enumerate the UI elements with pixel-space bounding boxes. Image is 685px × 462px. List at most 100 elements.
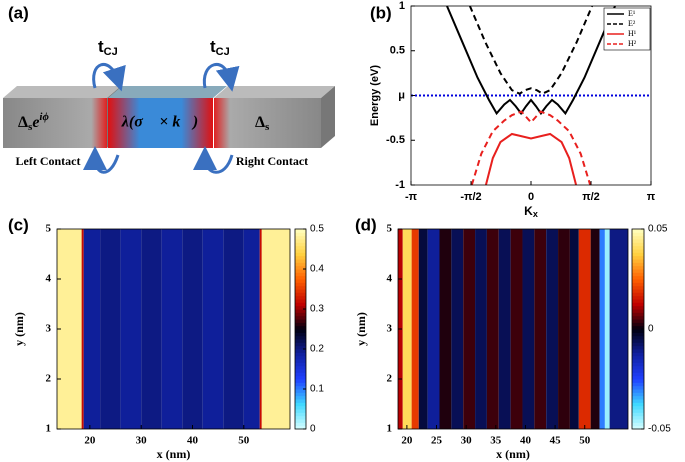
heat-cell [578, 229, 591, 429]
colorbar-tick-label: 0 [648, 324, 654, 335]
x-tick-label: -π [405, 191, 418, 203]
heat-cell [590, 229, 600, 429]
series-line [484, 132, 578, 185]
x-axis-label: x (nm) [157, 447, 191, 461]
y-tick-label: μ [398, 89, 405, 101]
box-top [108, 86, 227, 98]
arrow [92, 63, 126, 92]
colorbar-segment [632, 292, 644, 297]
x-tick-label: 30 [461, 435, 473, 447]
heat-cell [120, 229, 142, 429]
x-tick-label: 50 [238, 435, 250, 447]
heat-cell [534, 229, 547, 429]
colorbar-segment [632, 269, 644, 273]
colorbar-segment [632, 342, 644, 347]
colorbar-segment [295, 322, 306, 327]
colorbar-segment [632, 282, 644, 287]
colorbar-segment [295, 232, 306, 237]
colorbar-segment [632, 275, 644, 280]
colorbar-segment [295, 422, 306, 427]
colorbar-segment [632, 409, 644, 413]
colorbar-segment [632, 325, 644, 330]
x-tick-label: 25 [431, 435, 443, 447]
caption: Left Contact [16, 154, 81, 168]
x-tick-label: π/2 [582, 191, 600, 203]
colorbar-tick-label: 0 [310, 424, 316, 435]
y-tick-label: 1 [387, 423, 393, 435]
colorbar-segment [295, 382, 306, 387]
base: t [98, 37, 104, 56]
heat-cell [100, 229, 121, 429]
heat-cell [475, 229, 487, 429]
x-axis-label: Kx [524, 204, 538, 219]
colorbar-segment [295, 355, 306, 360]
box-top [3, 86, 121, 98]
colorbar-segment [632, 369, 644, 373]
legend-label: E¹ [628, 9, 636, 18]
colorbar-segment [632, 235, 644, 240]
colorbar-segment [295, 325, 306, 330]
y-tick-label: 2 [387, 373, 393, 385]
y-axis-label: y (nm) [354, 312, 368, 346]
mid: e [32, 114, 39, 131]
colorbar-segment [632, 355, 644, 360]
colorbar-segment [295, 392, 306, 397]
colorbar-segment [632, 395, 644, 400]
colorbar-segment [295, 305, 306, 310]
heat-cell [599, 229, 605, 429]
colorbar-segment [632, 345, 644, 350]
series-line [468, 6, 594, 95]
colorbar-frame [294, 228, 307, 430]
colorbar-segment [632, 312, 644, 317]
legend-label: H² [628, 39, 637, 48]
colorbar-segment [632, 365, 644, 370]
sup: iϕ [39, 111, 49, 123]
y-tick-label: 2 [46, 373, 52, 385]
colorbar-segment [632, 259, 644, 263]
colorbar-segment [632, 375, 644, 380]
colorbar-segment [632, 255, 644, 260]
colorbar-segment [632, 319, 644, 323]
x-tick-label: 45 [550, 435, 562, 447]
colorbar-segment [632, 232, 644, 237]
heat-cell [463, 229, 476, 429]
colorbar-segment [295, 309, 306, 313]
colorbar-segment [632, 262, 644, 267]
colorbar-segment [632, 295, 644, 300]
middle-symbol: λ(σ⃗ × k⃗) [121, 114, 198, 131]
colorbar-segment [632, 425, 644, 430]
arrow [83, 146, 120, 174]
y-tick-label: 4 [387, 273, 393, 285]
colorbar-segment [632, 362, 644, 367]
legend-label: H¹ [628, 29, 637, 38]
heat-cell [402, 229, 412, 429]
heat-cell [439, 229, 452, 429]
colorbar-segment [632, 245, 644, 250]
x-tick-label: 30 [136, 435, 148, 447]
hopping-label: tCJ [210, 37, 230, 57]
colorbar-segment [632, 289, 644, 293]
colorbar-segment [632, 332, 644, 337]
x-tick-label: 50 [579, 435, 591, 447]
x-tick-label: 35 [490, 435, 502, 447]
colorbar-segment [295, 372, 306, 377]
colorbar-segment [632, 229, 644, 233]
colorbar-segment [295, 332, 306, 337]
heat-cell [486, 229, 499, 429]
x-tick-label: -π/2 [460, 191, 481, 203]
colorbar-segment [295, 289, 306, 293]
series-line [446, 6, 616, 116]
heat-cell [498, 229, 511, 429]
colorbar-segment [632, 412, 644, 417]
x-axis-label: x (nm) [496, 447, 530, 461]
colorbar-segment [295, 389, 306, 393]
heat-cell [569, 229, 579, 429]
heat-cell [411, 229, 419, 429]
colorbar-segment [632, 359, 644, 363]
colorbar-segment [295, 375, 306, 380]
y-axis-label: y (nm) [12, 312, 26, 346]
colorbar-segment [295, 395, 306, 400]
colorbar-segment [632, 239, 644, 243]
colorbar-segment [632, 265, 644, 270]
x-tick-label: 20 [401, 435, 413, 447]
